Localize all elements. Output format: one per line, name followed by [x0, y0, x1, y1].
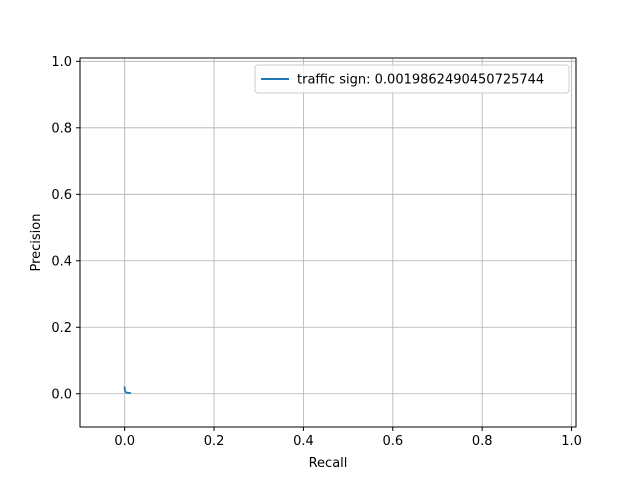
series-line [123, 386, 131, 394]
legend-box [254, 64, 570, 94]
series-layer [123, 386, 131, 394]
y-tick-label: 0.6 [51, 188, 72, 203]
y-tick-label: 0.8 [51, 121, 72, 136]
x-tick-label: 0.2 [204, 434, 225, 449]
x-tick-label: 0.8 [472, 434, 493, 449]
plot-frame [79, 57, 577, 428]
ticks: 0.0 0.2 0.4 0.6 0.8 1.0 0.0 0.2 0.4 0.6 0.8 1.0 [51, 55, 582, 449]
y-tick-label: 0.4 [51, 254, 72, 269]
x-tick-label: 0.4 [293, 434, 314, 449]
y-tick-label: 1.0 [51, 55, 72, 70]
grid [80, 58, 576, 427]
x-tick-label: 0.6 [382, 434, 403, 449]
legend: traffic sign: 0.0019862490450725744 [254, 64, 570, 94]
x-tick-label: 1.0 [561, 434, 582, 449]
x-tick-label: 0.0 [114, 434, 135, 449]
legend-label: traffic sign: 0.0019862490450725744 [297, 73, 544, 88]
x-axis-label: Recall [309, 456, 348, 471]
y-tick-label: 0.0 [51, 387, 72, 402]
y-axis-label: Precision [29, 213, 44, 271]
y-tick-label: 0.2 [51, 321, 72, 336]
